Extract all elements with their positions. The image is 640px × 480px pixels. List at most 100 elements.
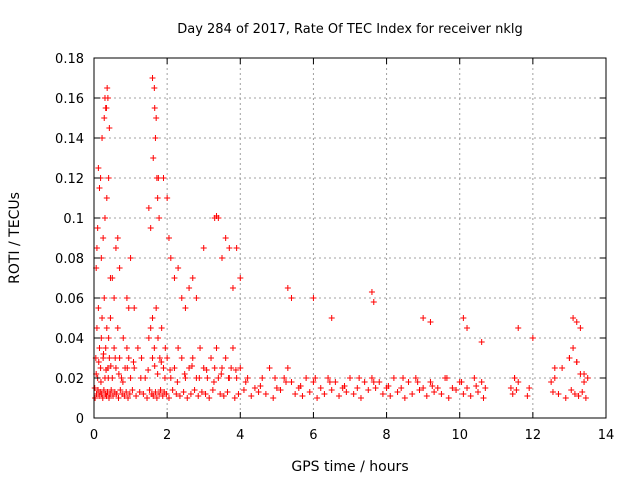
data-point bbox=[314, 395, 321, 401]
data-point bbox=[229, 285, 236, 291]
data-point bbox=[215, 215, 222, 221]
data-point bbox=[93, 245, 100, 251]
data-point bbox=[99, 135, 106, 141]
data-point bbox=[222, 355, 229, 361]
data-point bbox=[398, 385, 405, 391]
data-point bbox=[416, 387, 423, 393]
data-point bbox=[219, 255, 225, 261]
data-point bbox=[390, 375, 397, 381]
data-point bbox=[134, 345, 141, 351]
data-point bbox=[204, 375, 211, 381]
data-point bbox=[354, 385, 361, 391]
data-point bbox=[152, 135, 159, 141]
data-point bbox=[91, 385, 98, 391]
data-point bbox=[140, 391, 147, 397]
data-point bbox=[526, 385, 533, 391]
data-point bbox=[101, 295, 108, 301]
data-point bbox=[473, 383, 480, 389]
data-point bbox=[203, 367, 210, 373]
data-point bbox=[581, 371, 588, 377]
data-point bbox=[118, 375, 125, 381]
data-point bbox=[137, 375, 144, 381]
data-point bbox=[189, 355, 196, 361]
data-point bbox=[195, 393, 202, 399]
data-point bbox=[343, 389, 350, 395]
data-point bbox=[297, 383, 304, 389]
data-point bbox=[579, 389, 586, 395]
data-point bbox=[427, 379, 434, 385]
data-point bbox=[529, 335, 536, 341]
data-point bbox=[157, 387, 164, 393]
data-point bbox=[138, 355, 145, 361]
data-point bbox=[169, 387, 176, 393]
data-point bbox=[237, 365, 244, 371]
data-point bbox=[482, 385, 489, 391]
data-point bbox=[105, 375, 112, 381]
data-point bbox=[131, 305, 138, 311]
data-point bbox=[225, 375, 232, 381]
data-point bbox=[99, 395, 106, 401]
data-point bbox=[288, 379, 295, 385]
data-point bbox=[478, 339, 485, 345]
data-point bbox=[151, 363, 158, 369]
data-point bbox=[121, 393, 128, 399]
data-point bbox=[182, 305, 189, 311]
data-point bbox=[559, 365, 566, 371]
data-point bbox=[571, 391, 578, 397]
data-point bbox=[229, 345, 236, 351]
data-point bbox=[101, 115, 108, 121]
data-point bbox=[173, 391, 180, 397]
data-point bbox=[220, 393, 227, 399]
data-point bbox=[165, 395, 172, 401]
data-point bbox=[115, 395, 122, 401]
data-point bbox=[387, 393, 394, 399]
data-point bbox=[262, 391, 269, 397]
data-point bbox=[158, 325, 165, 331]
data-point bbox=[96, 185, 103, 191]
data-point bbox=[104, 85, 111, 91]
data-point bbox=[151, 85, 158, 91]
data-point bbox=[573, 319, 580, 325]
data-point bbox=[176, 393, 183, 399]
data-point bbox=[270, 395, 277, 401]
data-point bbox=[182, 375, 189, 381]
data-point bbox=[551, 365, 558, 371]
data-point bbox=[368, 289, 375, 295]
data-point bbox=[146, 387, 153, 393]
data-point bbox=[357, 395, 364, 401]
data-point bbox=[458, 379, 465, 385]
y-tick-label: 0.14 bbox=[55, 132, 84, 147]
data-point bbox=[299, 393, 306, 399]
data-point bbox=[427, 319, 434, 325]
data-point bbox=[187, 391, 194, 397]
data-point bbox=[471, 375, 478, 381]
data-point bbox=[165, 235, 172, 241]
data-point bbox=[178, 355, 185, 361]
data-point bbox=[460, 315, 467, 321]
data-point bbox=[210, 379, 217, 385]
data-point bbox=[328, 387, 335, 393]
data-point bbox=[153, 115, 160, 121]
x-tick-label: 12 bbox=[525, 428, 542, 443]
data-point bbox=[257, 383, 264, 389]
data-point bbox=[150, 393, 157, 399]
data-point bbox=[306, 389, 313, 395]
data-point bbox=[292, 391, 299, 397]
data-point bbox=[95, 165, 102, 171]
data-point bbox=[163, 391, 170, 397]
data-point bbox=[116, 265, 123, 271]
data-point bbox=[151, 345, 158, 351]
data-point bbox=[431, 389, 438, 395]
data-point bbox=[113, 391, 120, 397]
data-point bbox=[151, 105, 158, 111]
data-point bbox=[244, 375, 251, 381]
x-tick-label: 8 bbox=[382, 428, 390, 443]
chart-title: Day 284 of 2017, Rate Of TEC Index for r… bbox=[177, 22, 523, 37]
axis-ticks bbox=[93, 57, 607, 419]
data-point bbox=[218, 371, 225, 377]
data-point bbox=[110, 393, 117, 399]
y-tick-label: 0.08 bbox=[55, 252, 84, 267]
data-point bbox=[167, 367, 174, 373]
data-point bbox=[480, 395, 487, 401]
